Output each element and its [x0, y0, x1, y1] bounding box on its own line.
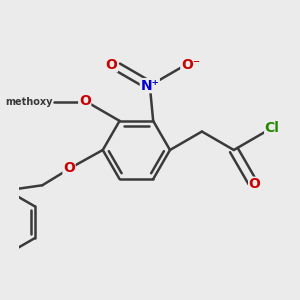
- Text: N⁺: N⁺: [140, 79, 159, 93]
- Text: O: O: [63, 161, 75, 175]
- Text: O: O: [106, 58, 117, 72]
- Text: O⁻: O⁻: [181, 58, 200, 72]
- Text: Cl: Cl: [265, 121, 280, 135]
- Text: O: O: [249, 177, 261, 191]
- Text: methoxy: methoxy: [5, 97, 52, 106]
- Text: O: O: [79, 94, 91, 108]
